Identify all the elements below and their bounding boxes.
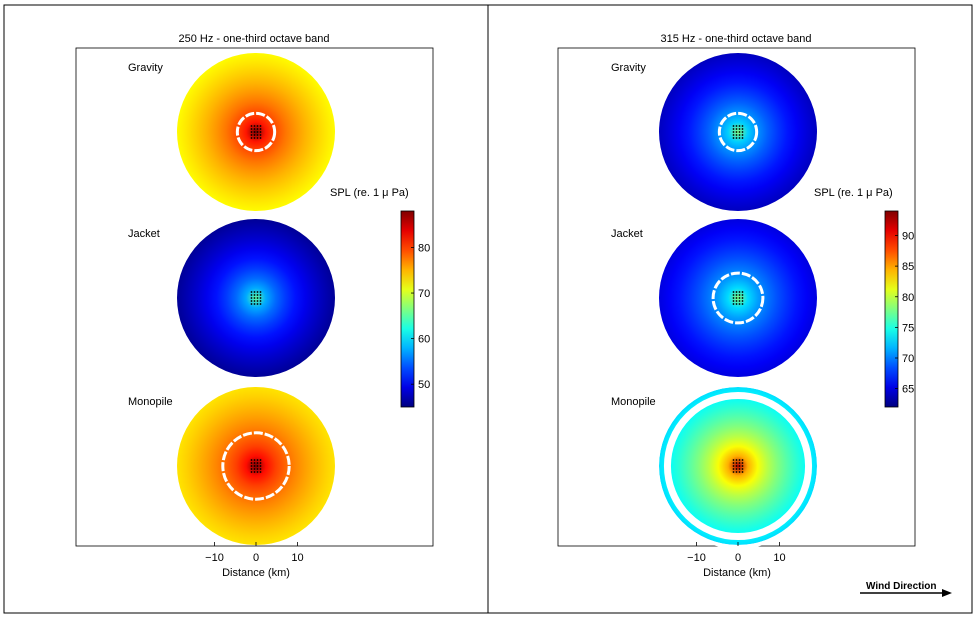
panel-monopile-edge: [655, 383, 821, 549]
x-tick-label: 10: [291, 552, 303, 564]
colorbar-tick-label: 50: [418, 379, 430, 391]
turbine-array-icon: [250, 459, 262, 473]
panel-monopile: Monopile: [611, 383, 821, 549]
panel-monopile-field: [177, 387, 335, 545]
panel-label-gravity: Gravity: [128, 62, 163, 74]
chart-250hz-colorbar-label: SPL (re. 1 μ Pa): [330, 187, 409, 199]
panel-label-gravity: Gravity: [611, 62, 646, 74]
panel-gravity-contour: [717, 111, 759, 153]
panel-monopile: Monopile: [128, 387, 335, 545]
x-tick-label: 0: [253, 552, 259, 564]
colorbar-tick-label: 75: [902, 322, 914, 334]
chart-315hz-colorbar-label: SPL (re. 1 μ Pa): [814, 187, 893, 199]
panel-monopile-contour: [221, 431, 291, 501]
colorbar-tick-label: 60: [418, 334, 430, 346]
turbine-array-icon: [732, 459, 744, 473]
panel-label-monopile: Monopile: [128, 396, 173, 408]
wind-direction: Wind Direction: [860, 581, 952, 597]
colorbar: [884, 210, 899, 408]
panel-gravity-field: [659, 53, 817, 211]
panel-gravity: Gravity: [128, 53, 335, 211]
x-tick-label: 0: [735, 552, 741, 564]
colorbar-tick-label: 70: [902, 353, 914, 365]
panel-label-monopile: Monopile: [611, 396, 656, 408]
panel-gravity-contour: [235, 111, 277, 153]
turbine-array-icon: [732, 125, 744, 139]
chart-315hz-title: 315 Hz - one-third octave band: [660, 33, 811, 45]
colorbar-tick-label: 70: [418, 288, 430, 300]
panel-monopile-contour: [663, 391, 813, 541]
chart-250hz: 250 Hz - one-third octave band Distance …: [75, 33, 434, 579]
chart-250hz-title: 250 Hz - one-third octave band: [178, 33, 329, 45]
wind-direction-label: Wind Direction: [866, 581, 936, 592]
colorbar-tick-label: 65: [902, 384, 914, 396]
chart-250hz-xlabel: Distance (km): [222, 567, 290, 579]
colorbar-tick-label: 90: [902, 231, 914, 243]
colorbar-tick-label: 80: [902, 292, 914, 304]
panel-jacket: Jacket: [611, 219, 817, 377]
panel-gravity-field: [177, 53, 335, 211]
colorbar-tick-label: 80: [418, 242, 430, 254]
panel-monopile-field: [659, 387, 817, 545]
turbine-array-icon: [732, 291, 744, 305]
x-tick-label: 10: [773, 552, 785, 564]
turbine-array-icon: [250, 291, 262, 305]
colorbar-tick-label: 85: [902, 261, 914, 273]
panel-gravity: Gravity: [611, 53, 817, 211]
panel-label-jacket: Jacket: [128, 228, 160, 240]
colorbar: [400, 210, 415, 408]
panel-jacket-field: [177, 219, 335, 377]
panel-jacket-field: [659, 219, 817, 377]
x-tick-label: −10: [205, 552, 224, 564]
chart-315hz: 315 Hz - one-third octave band Distance …: [557, 33, 916, 579]
chart-315hz-xlabel: Distance (km): [703, 567, 771, 579]
turbine-array-icon: [250, 125, 262, 139]
x-tick-label: −10: [687, 552, 706, 564]
panel-jacket: Jacket: [128, 219, 335, 377]
panel-jacket-contour: [711, 271, 765, 325]
wind-direction-arrowhead: [942, 589, 952, 597]
panel-label-jacket: Jacket: [611, 228, 643, 240]
